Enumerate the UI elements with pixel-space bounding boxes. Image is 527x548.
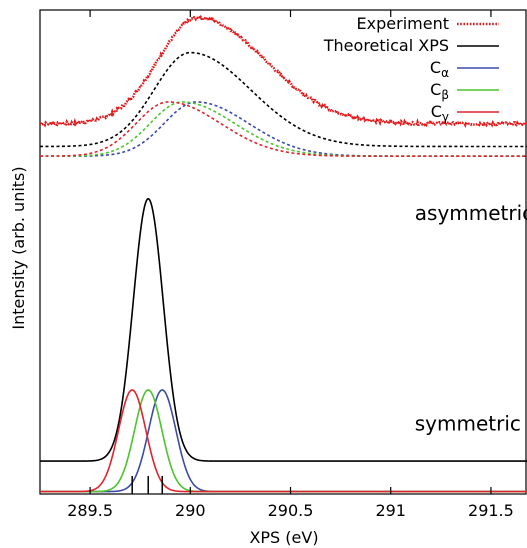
series-asymmetric-cγ bbox=[40, 101, 527, 157]
x-tick-label-0: 289.5 bbox=[67, 501, 113, 520]
series-asymmetric-theoretical-xps bbox=[40, 51, 527, 148]
annotation-symmetric: symmetric bbox=[415, 412, 521, 436]
legend-label-3: Cβ bbox=[430, 80, 449, 102]
legend-label-4: Cγ bbox=[431, 102, 449, 124]
x-ticks: 289.5 290 290.5 291 291.5 bbox=[67, 10, 514, 520]
annotation-asymmetric: asymmetric bbox=[415, 201, 527, 225]
x-tick-label-4: 291.5 bbox=[468, 501, 514, 520]
series-symmetric-cα bbox=[40, 389, 527, 493]
legend-label-2: Cα bbox=[430, 58, 449, 80]
legend-label-1: Theoretical XPS bbox=[323, 36, 449, 55]
y-axis-label: Intensity (arb. units) bbox=[9, 166, 28, 329]
stick-markers bbox=[131, 476, 164, 494]
series-asymmetric-experiment bbox=[39, 14, 527, 129]
x-tick-label-2: 290.5 bbox=[268, 501, 314, 520]
x-axis-label: XPS (eV) bbox=[249, 528, 318, 547]
annotations: asymmetric symmetric bbox=[415, 201, 527, 436]
series-symmetric-cβ bbox=[40, 389, 527, 493]
x-tick-label-1: 290 bbox=[175, 501, 206, 520]
series-group bbox=[39, 14, 527, 493]
legend-label-0: Experiment bbox=[357, 14, 449, 33]
plot-frame bbox=[39, 9, 527, 495]
series-symmetric-cγ bbox=[40, 389, 527, 493]
series-symmetric-theoretical-xps bbox=[40, 197, 527, 462]
x-tick-label-3: 291 bbox=[375, 501, 406, 520]
series-asymmetric-cβ bbox=[39, 101, 527, 157]
